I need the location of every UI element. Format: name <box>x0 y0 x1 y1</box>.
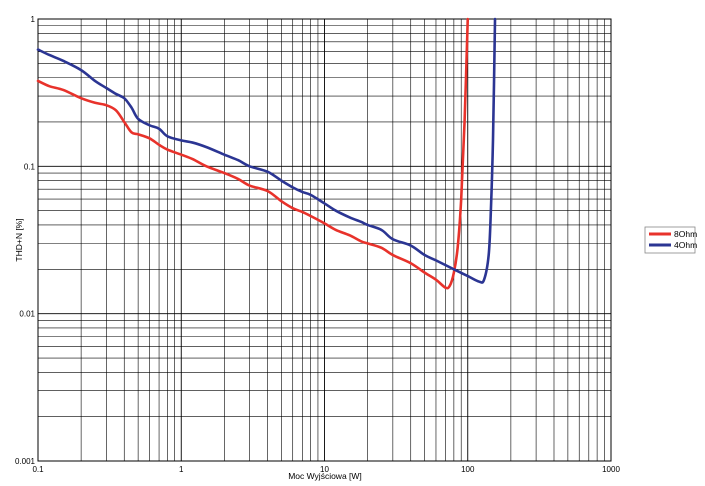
series-layer <box>36 17 497 290</box>
legend: 8Ohm 4Ohm <box>644 226 697 254</box>
series-line-4ohm <box>36 17 497 284</box>
y-tick-label: 0.001 <box>15 457 36 466</box>
x-tick-label: 1 <box>179 465 184 474</box>
x-tick-label: 100 <box>461 465 475 474</box>
legend-box <box>644 226 696 254</box>
x-tick-labels: 0.1 1 10 100 1000 <box>32 465 620 474</box>
x-tick-label: 1000 <box>602 465 620 474</box>
y-tick-label: 0.01 <box>19 310 35 319</box>
legend-label-4ohm: 4Ohm <box>674 240 697 250</box>
legend-label-8ohm: 8Ohm <box>674 229 697 239</box>
x-tick-label: 10 <box>320 465 329 474</box>
y-axis-title: THD+N [%] <box>14 218 24 261</box>
plot-frame <box>37 18 612 462</box>
x-tick-label: 0.1 <box>32 465 44 474</box>
grid-lines <box>38 19 611 461</box>
x-axis-title: Moc Wyjściowa [W] <box>288 471 362 481</box>
y-tick-label: 1 <box>31 15 36 24</box>
y-tick-label: 0.1 <box>24 162 36 171</box>
y-tick-labels: 0.001 0.01 0.1 1 <box>15 15 36 466</box>
series-line-8ohm <box>36 17 470 290</box>
